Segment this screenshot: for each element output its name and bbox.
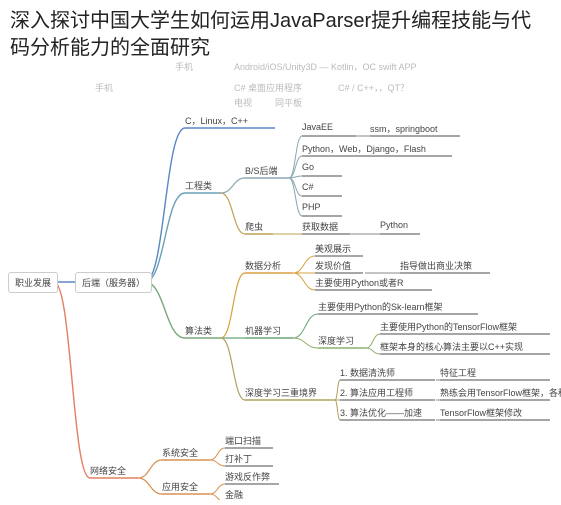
dl3-item-r: TensorFlow框架修改 bbox=[440, 406, 522, 419]
dl-item: 主要使用Python的TensorFlow框架 bbox=[380, 320, 517, 333]
dl3-node: 深度学习三重境界 bbox=[245, 386, 317, 399]
syssec-node: 系统安全 bbox=[162, 446, 198, 459]
bs-item: JavaEE bbox=[302, 122, 333, 132]
bs-item: C# bbox=[302, 182, 314, 192]
data-node: 数据分析 bbox=[245, 259, 281, 272]
backend-node: 后端（服务器） bbox=[75, 272, 152, 293]
ml-node: 机器学习 bbox=[245, 324, 281, 337]
app-item: 金融 bbox=[225, 488, 243, 501]
dl-item: 框架本身的核心算法主要以C++实现 bbox=[380, 340, 523, 353]
ml-top: 主要使用Python的Sk-learn框架 bbox=[318, 300, 443, 313]
data-item: 美观展示 bbox=[315, 242, 351, 255]
algo-node: 算法类 bbox=[185, 324, 212, 337]
faded-bg-text: Android/iOS/Unity3D — Kotlin，OC swift AP… bbox=[234, 60, 417, 73]
eng-node: 工程类 bbox=[185, 179, 212, 192]
bs-item: PHP bbox=[302, 202, 321, 212]
dl3-item: 1. 数据清洗师 bbox=[340, 366, 395, 379]
appsec-node: 应用安全 bbox=[162, 480, 198, 493]
app-item: 游戏反作弊 bbox=[225, 470, 270, 483]
bs-item-r: ssm，springboot bbox=[370, 122, 438, 135]
dl3-item-r: 熟练会用TensorFlow框架，各种模型原理 bbox=[440, 386, 561, 399]
lang-row: C，Linux，C++ bbox=[185, 114, 248, 127]
crawler-mid: 获取数据 bbox=[302, 220, 338, 233]
crawler-node: 爬虫 bbox=[245, 220, 263, 233]
faded-bg-text: C# / C++，，QT？ bbox=[338, 81, 409, 94]
connector-layer bbox=[0, 0, 561, 500]
crawler-r: Python bbox=[380, 220, 408, 230]
data-item: 主要使用Python或者R bbox=[315, 276, 404, 289]
faded-bg-text: 同平板 bbox=[275, 96, 302, 109]
faded-bg-text: 手机 bbox=[95, 81, 113, 94]
dl-node: 深度学习 bbox=[318, 334, 354, 347]
bs-item: Go bbox=[302, 162, 314, 172]
dl3-item-r: 特征工程 bbox=[440, 366, 476, 379]
sys-item: 打补丁 bbox=[225, 452, 252, 465]
faded-bg-text: 手机 bbox=[175, 60, 193, 73]
bs-item: Python，Web，Django，Flash bbox=[302, 142, 426, 155]
mindmap-canvas bbox=[0, 0, 561, 500]
data-item: 发现价值 bbox=[315, 259, 351, 272]
bs-node: B/S后端 bbox=[245, 164, 278, 177]
data-item-r: 指导做出商业决策 bbox=[400, 259, 472, 272]
dl3-item: 2. 算法应用工程师 bbox=[340, 386, 413, 399]
faded-bg-text: C# 桌面应用程序 bbox=[234, 81, 302, 94]
faded-bg-text: 电视 bbox=[234, 96, 252, 109]
dl3-item: 3. 算法优化——加速 bbox=[340, 406, 422, 419]
root-node: 职业发展 bbox=[8, 272, 58, 293]
sys-item: 端口扫描 bbox=[225, 434, 261, 447]
netsec-node: 网络安全 bbox=[90, 464, 126, 477]
page-title: 深入探讨中国大学生如何运用JavaParser提升编程技能与代码分析能力的全面研… bbox=[10, 8, 551, 62]
